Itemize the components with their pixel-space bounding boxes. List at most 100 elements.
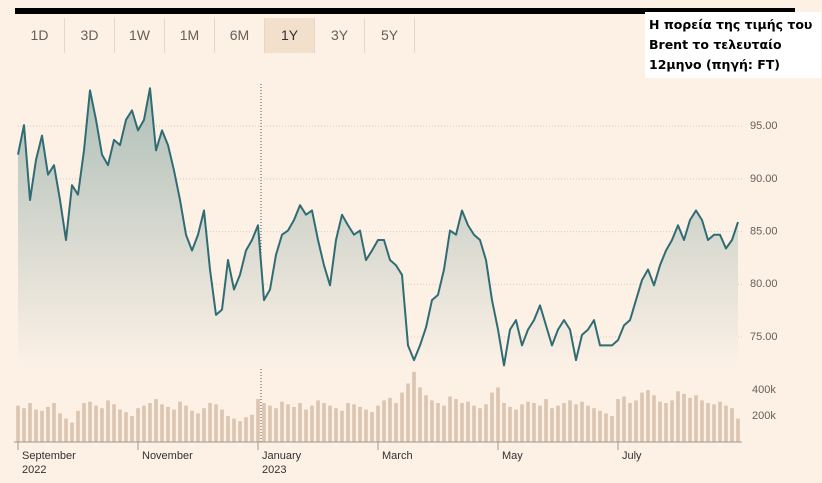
volume-bar [580,401,584,442]
volume-tick-label: 200k [752,410,776,422]
volume-bar [424,395,428,442]
volume-bar [724,405,728,442]
volume-bar [220,409,224,442]
volume-bar [442,405,446,442]
volume-bar [274,408,278,442]
volume-bar [412,371,416,442]
volume-bar [604,413,608,442]
y-tick-label: 95.00 [750,120,778,132]
volume-bar [658,401,662,442]
volume-bar [310,405,314,442]
volume-bar [64,418,68,442]
volume-bar [232,418,236,442]
volume-bar [262,403,266,442]
volume-bar [586,405,590,442]
y-tick-label: 85.00 [750,225,778,237]
volume-bar [358,406,362,442]
volume-bar [688,397,692,442]
volume-bar [460,403,464,442]
volume-bar [616,399,620,442]
volume-bar [484,404,488,442]
volume-bar [634,400,638,442]
volume-bar [352,404,356,442]
volume-bar [592,408,596,442]
range-tab[interactable]: 3Y [315,18,365,53]
volume-bar [550,408,554,442]
range-tabs: 1D 3D 1W 1M 6M 1Y 3Y 5Y [15,18,415,53]
range-tab[interactable]: 1M [165,18,215,53]
volume-bar [34,409,38,442]
volume-bar [382,400,386,442]
x-tick-label: November [142,450,193,462]
volume-bar [364,409,368,442]
range-tab[interactable]: 1W [115,18,165,53]
volume-bar [238,421,242,442]
volume-bar [292,406,296,442]
volume-bar [502,403,506,442]
volume-bar [496,387,500,442]
volume-bar [268,405,272,442]
volume-bar [70,422,74,442]
volume-bar [106,400,110,442]
volume-bar [646,390,650,442]
volume-bar [430,400,434,442]
volume-bar [100,408,104,442]
volume-bar [46,406,50,442]
x-tick-label: September 2022 [22,450,76,476]
volume-bar [370,412,374,442]
volume-bar [142,405,146,442]
volume-bar [256,399,260,442]
volume-bar [640,392,644,442]
volume-bar [466,401,470,442]
volume-bar [136,408,140,442]
x-tick-label: March [382,450,413,462]
volume-bar [346,403,350,442]
volume-bar [448,396,452,442]
range-tab[interactable]: 5Y [365,18,415,53]
volume-bar [250,414,254,442]
volume-bar [166,406,170,442]
volume-bar [574,404,578,442]
volume-bar [226,416,230,442]
volume-bar [208,403,212,442]
volume-bar [94,405,98,442]
volume-bar [112,404,116,442]
volume-bar [514,409,518,442]
volume-bar [730,408,734,442]
volume-bar [304,409,308,442]
volume-tick-label: 400k [752,384,776,396]
y-tick-label: 75.00 [750,331,778,343]
volume-bar [508,406,512,442]
volume-bar [394,403,398,442]
volume-bar [652,395,656,442]
volume-bar [16,405,20,442]
volume-bar [388,397,392,442]
range-tab[interactable]: 1D [15,18,65,53]
volume-bar [418,387,422,442]
volume-bar [244,417,248,442]
volume-bar [520,404,524,442]
volume-bar [322,403,326,442]
volume-bar [40,410,44,442]
volume-bar [82,403,86,442]
volume-bar [610,416,614,442]
range-tab[interactable]: 6M [215,18,265,53]
x-tick-label: May [502,450,523,462]
volume-bar [676,391,680,442]
volume-bar [130,416,134,442]
range-tab[interactable]: 1Y [265,18,315,53]
y-tick-label: 80.00 [750,278,778,290]
volume-bar [214,404,218,442]
volume-bar [52,403,56,442]
volume-bar [568,400,572,442]
price-line [17,87,739,367]
price-area [18,88,738,369]
range-tab[interactable]: 3D [65,18,115,53]
volume-bar [118,409,122,442]
volume-bar [598,410,602,442]
volume-bar [478,408,482,442]
volume-bar [706,403,710,442]
volume-bar [58,413,62,442]
volume-bar [22,408,26,442]
volume-bar [526,401,530,442]
